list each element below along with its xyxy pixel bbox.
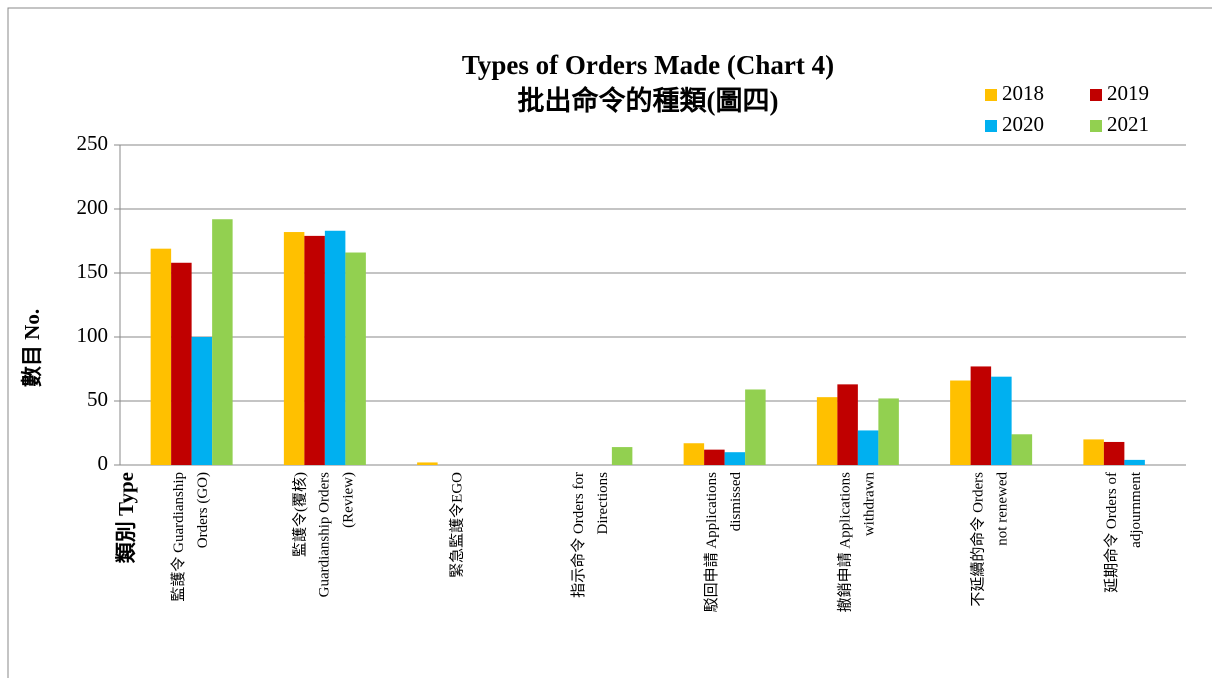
x-tick-label: 監護令(覆核) [291, 472, 308, 557]
x-tick-label: 緊急監護令EGO [449, 472, 466, 578]
bar [212, 219, 233, 465]
x-tick-label: 監護令 Guardianship [170, 472, 187, 602]
bar [191, 337, 213, 465]
legend-swatch [985, 120, 997, 132]
x-axis-label: 類別 Type [114, 472, 138, 564]
legend-label: 2021 [1107, 112, 1149, 136]
x-tick-label: Directions [595, 472, 611, 535]
x-tick-label: (Review) [340, 472, 356, 528]
legend-label: 2019 [1107, 81, 1149, 105]
x-tick-label: dismissed [728, 472, 744, 532]
bar [878, 398, 899, 465]
x-tick-label: Orders (GO) [195, 472, 211, 548]
x-tick-label: Guardianship Orders [316, 472, 332, 598]
bar [1011, 434, 1033, 465]
chart-subtitle: 批出命令的種類(圖四) [518, 85, 779, 116]
x-tick-label: withdrawn [861, 472, 877, 537]
bar [857, 430, 879, 465]
x-tick-label: 撤銷申請 Applications [836, 472, 853, 613]
bar [970, 366, 992, 465]
y-tick-label: 250 [77, 131, 109, 155]
legend-label: 2020 [1002, 112, 1044, 136]
x-tick-label: adjournment [1128, 471, 1144, 548]
bar [611, 447, 633, 465]
y-tick-label: 50 [87, 387, 108, 411]
x-tick-label: not renewed [995, 472, 1011, 546]
x-tick-label: 駁回申請 Applications [703, 472, 720, 613]
bar [345, 252, 366, 465]
bar [745, 389, 766, 465]
bar [1103, 441, 1125, 465]
x-tick-label: 延期命令 Orders of [1102, 472, 1120, 593]
y-tick-label: 100 [77, 323, 109, 347]
bar [171, 262, 192, 465]
bar [950, 380, 971, 465]
chart-frame [7, 7, 1212, 678]
legend-swatch [1090, 89, 1102, 101]
x-tick-label: 不延續的命令 Orders [969, 472, 987, 607]
bar [304, 235, 325, 465]
bar [837, 384, 858, 465]
legend-label: 2018 [1002, 81, 1044, 105]
bar [150, 248, 172, 465]
y-tick-label: 0 [98, 451, 109, 475]
legend-swatch [1090, 120, 1102, 132]
x-tick-label: 指示命令 Orders for [569, 472, 587, 598]
bar [816, 397, 838, 465]
y-tick-label: 150 [77, 259, 109, 283]
legend-swatch [985, 89, 997, 101]
bar [324, 230, 346, 465]
bar [417, 462, 438, 465]
chart-title: Types of Orders Made (Chart 4) [462, 50, 834, 80]
bar [1124, 459, 1145, 465]
bar [724, 452, 746, 465]
y-tick-label: 200 [77, 195, 109, 219]
bar [991, 376, 1012, 465]
bar [1083, 439, 1104, 465]
bar [704, 449, 725, 465]
bar [683, 443, 705, 465]
y-axis-label: 數目 No. [20, 309, 44, 387]
bar [283, 232, 305, 465]
